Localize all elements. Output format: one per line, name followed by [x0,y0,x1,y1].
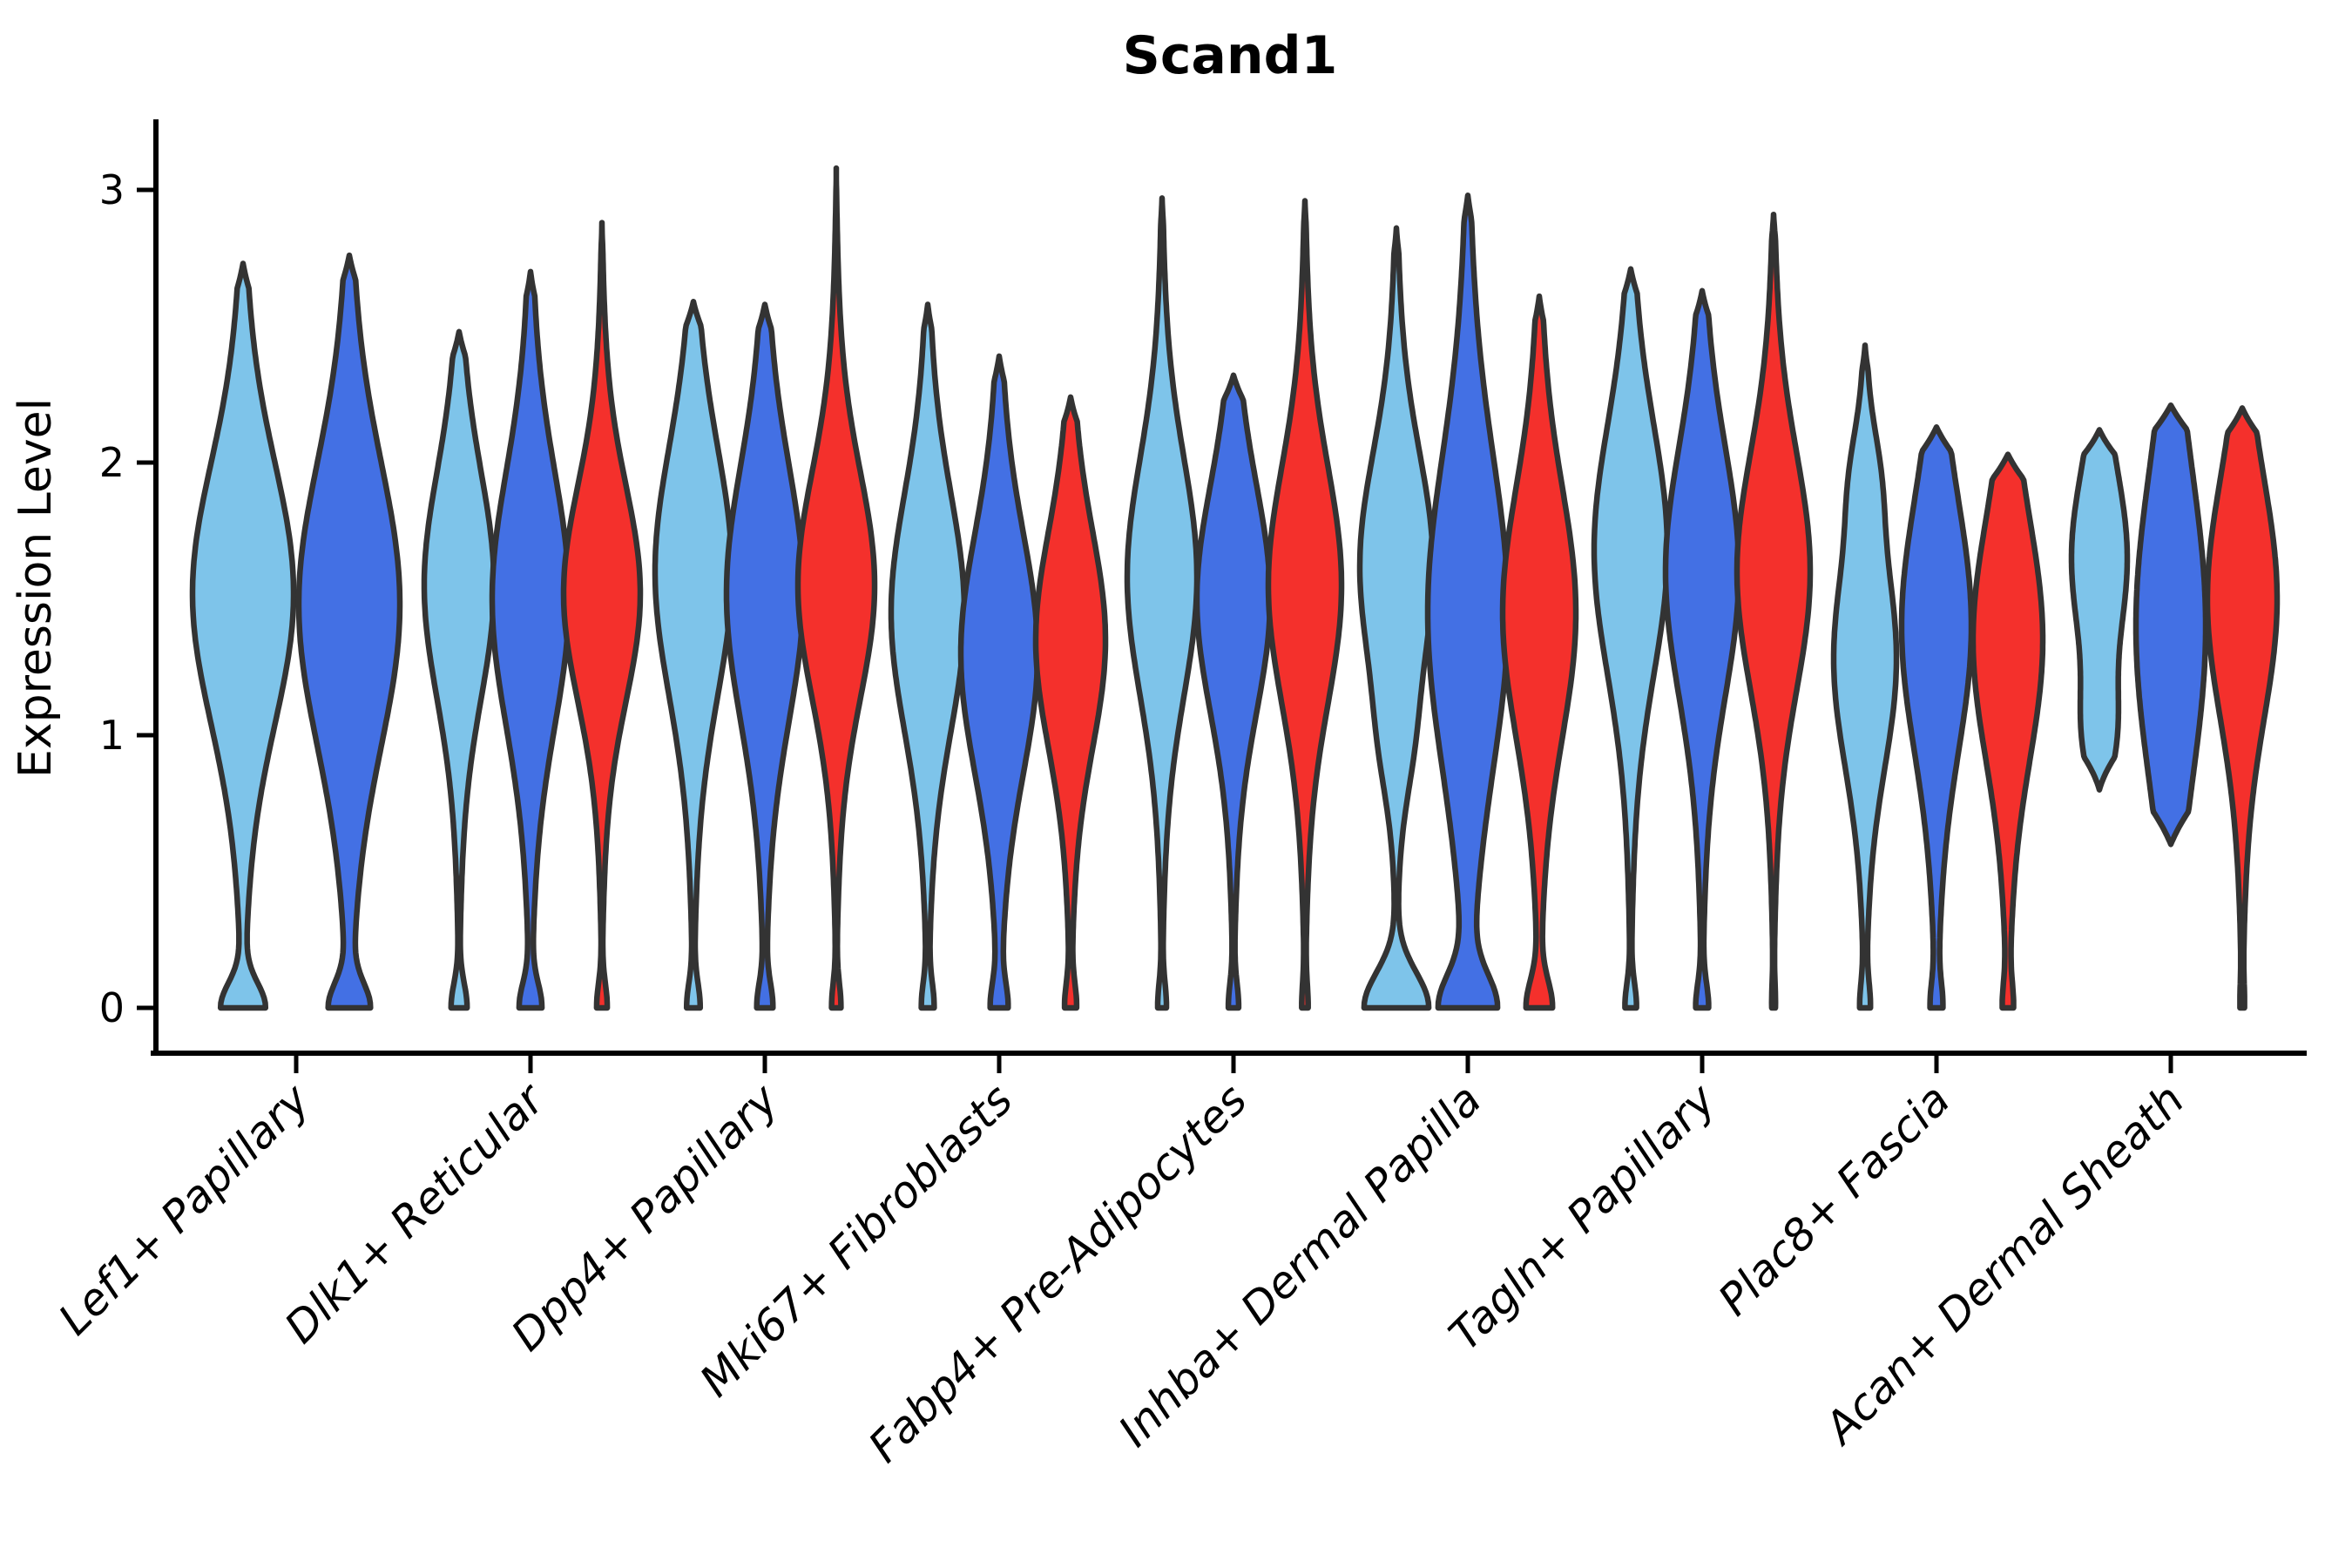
y-axis-ticks: 0 1 2 3 [99,166,156,1031]
y-tick-label: 1 [99,712,125,759]
y-tick-label: 3 [99,166,125,213]
y-tick-label: 0 [99,984,125,1031]
violin-red-fabp4-pre-adipocytes [1265,198,1345,1011]
violin-group-tagln-papillary [1591,211,1814,1011]
violin-red-dlk1-reticular [560,220,644,1011]
violin-royalblue-plac8-fascia [1898,424,1975,1011]
violin-royalblue-fabp4-pre-adipocytes [1193,372,1274,1011]
violin-red-dpp4-papillary [794,165,878,1011]
chart-title: Scand1 [1123,25,1338,86]
x-tick-label-lef1-papillary: Lef1+ Papillary [49,1073,320,1344]
violin-red-inhba-dermal-papilla [1499,293,1579,1011]
violin-skyblue-lef1-papillary [189,260,297,1011]
violin-royalblue-acan-dermal-sheath [2132,402,2209,848]
violin-skyblue-inhba-dermal-papilla [1356,225,1436,1011]
violin-group-dlk1-reticular [421,220,644,1011]
violin-group-mki67-fibroblasts [888,301,1109,1011]
violin-group-inhba-dermal-papilla [1356,193,1579,1011]
violin-skyblue-dlk1-reticular [421,328,497,1011]
violin-royalblue-tagln-papillary [1662,287,1742,1011]
violin-red-plac8-fascia [1970,451,2046,1011]
violin-group-acan-dermal-sheath [2068,402,2281,1011]
violin-red-mki67-fibroblasts [1032,394,1109,1011]
violin-skyblue-plac8-fascia [1830,342,1900,1011]
violin-royalblue-inhba-dermal-papilla [1424,193,1511,1011]
violin-skyblue-fabp4-pre-adipocytes [1124,195,1200,1011]
violin-group-dpp4-papillary [652,165,878,1011]
violin-skyblue-acan-dermal-sheath [2068,427,2131,793]
y-tick-label: 2 [99,439,125,486]
y-axis-label: Expression Level [10,398,62,778]
violin-group-plac8-fascia [1830,342,2046,1011]
violin-red-acan-dermal-sheath [2204,405,2281,1011]
violin-royalblue-mki67-fibroblasts [957,353,1041,1011]
x-tick-label-dlk1-reticular: Dlk1+ Reticular [275,1072,556,1353]
violin-group-fabp4-pre-adipocytes [1124,195,1345,1011]
x-tick-label-fabp4-pre-adipocytes: Fabp4+ Pre-Adipocytes [859,1074,1257,1472]
violin-series [189,165,2281,1011]
violin-royalblue-dpp4-papillary [723,301,807,1011]
violin-royalblue-dlk1-reticular [489,268,572,1011]
x-tick-label-plac8-fascia: Plac8+ Fascia [1709,1074,1960,1325]
violin-skyblue-mki67-fibroblasts [888,301,968,1011]
violin-skyblue-dpp4-papillary [652,299,735,1011]
violin-royalblue-lef1-papillary [295,252,403,1011]
violin-skyblue-tagln-papillary [1591,266,1671,1011]
violin-red-tagln-papillary [1734,211,1814,1011]
violin-group-lef1-papillary [189,252,403,1011]
